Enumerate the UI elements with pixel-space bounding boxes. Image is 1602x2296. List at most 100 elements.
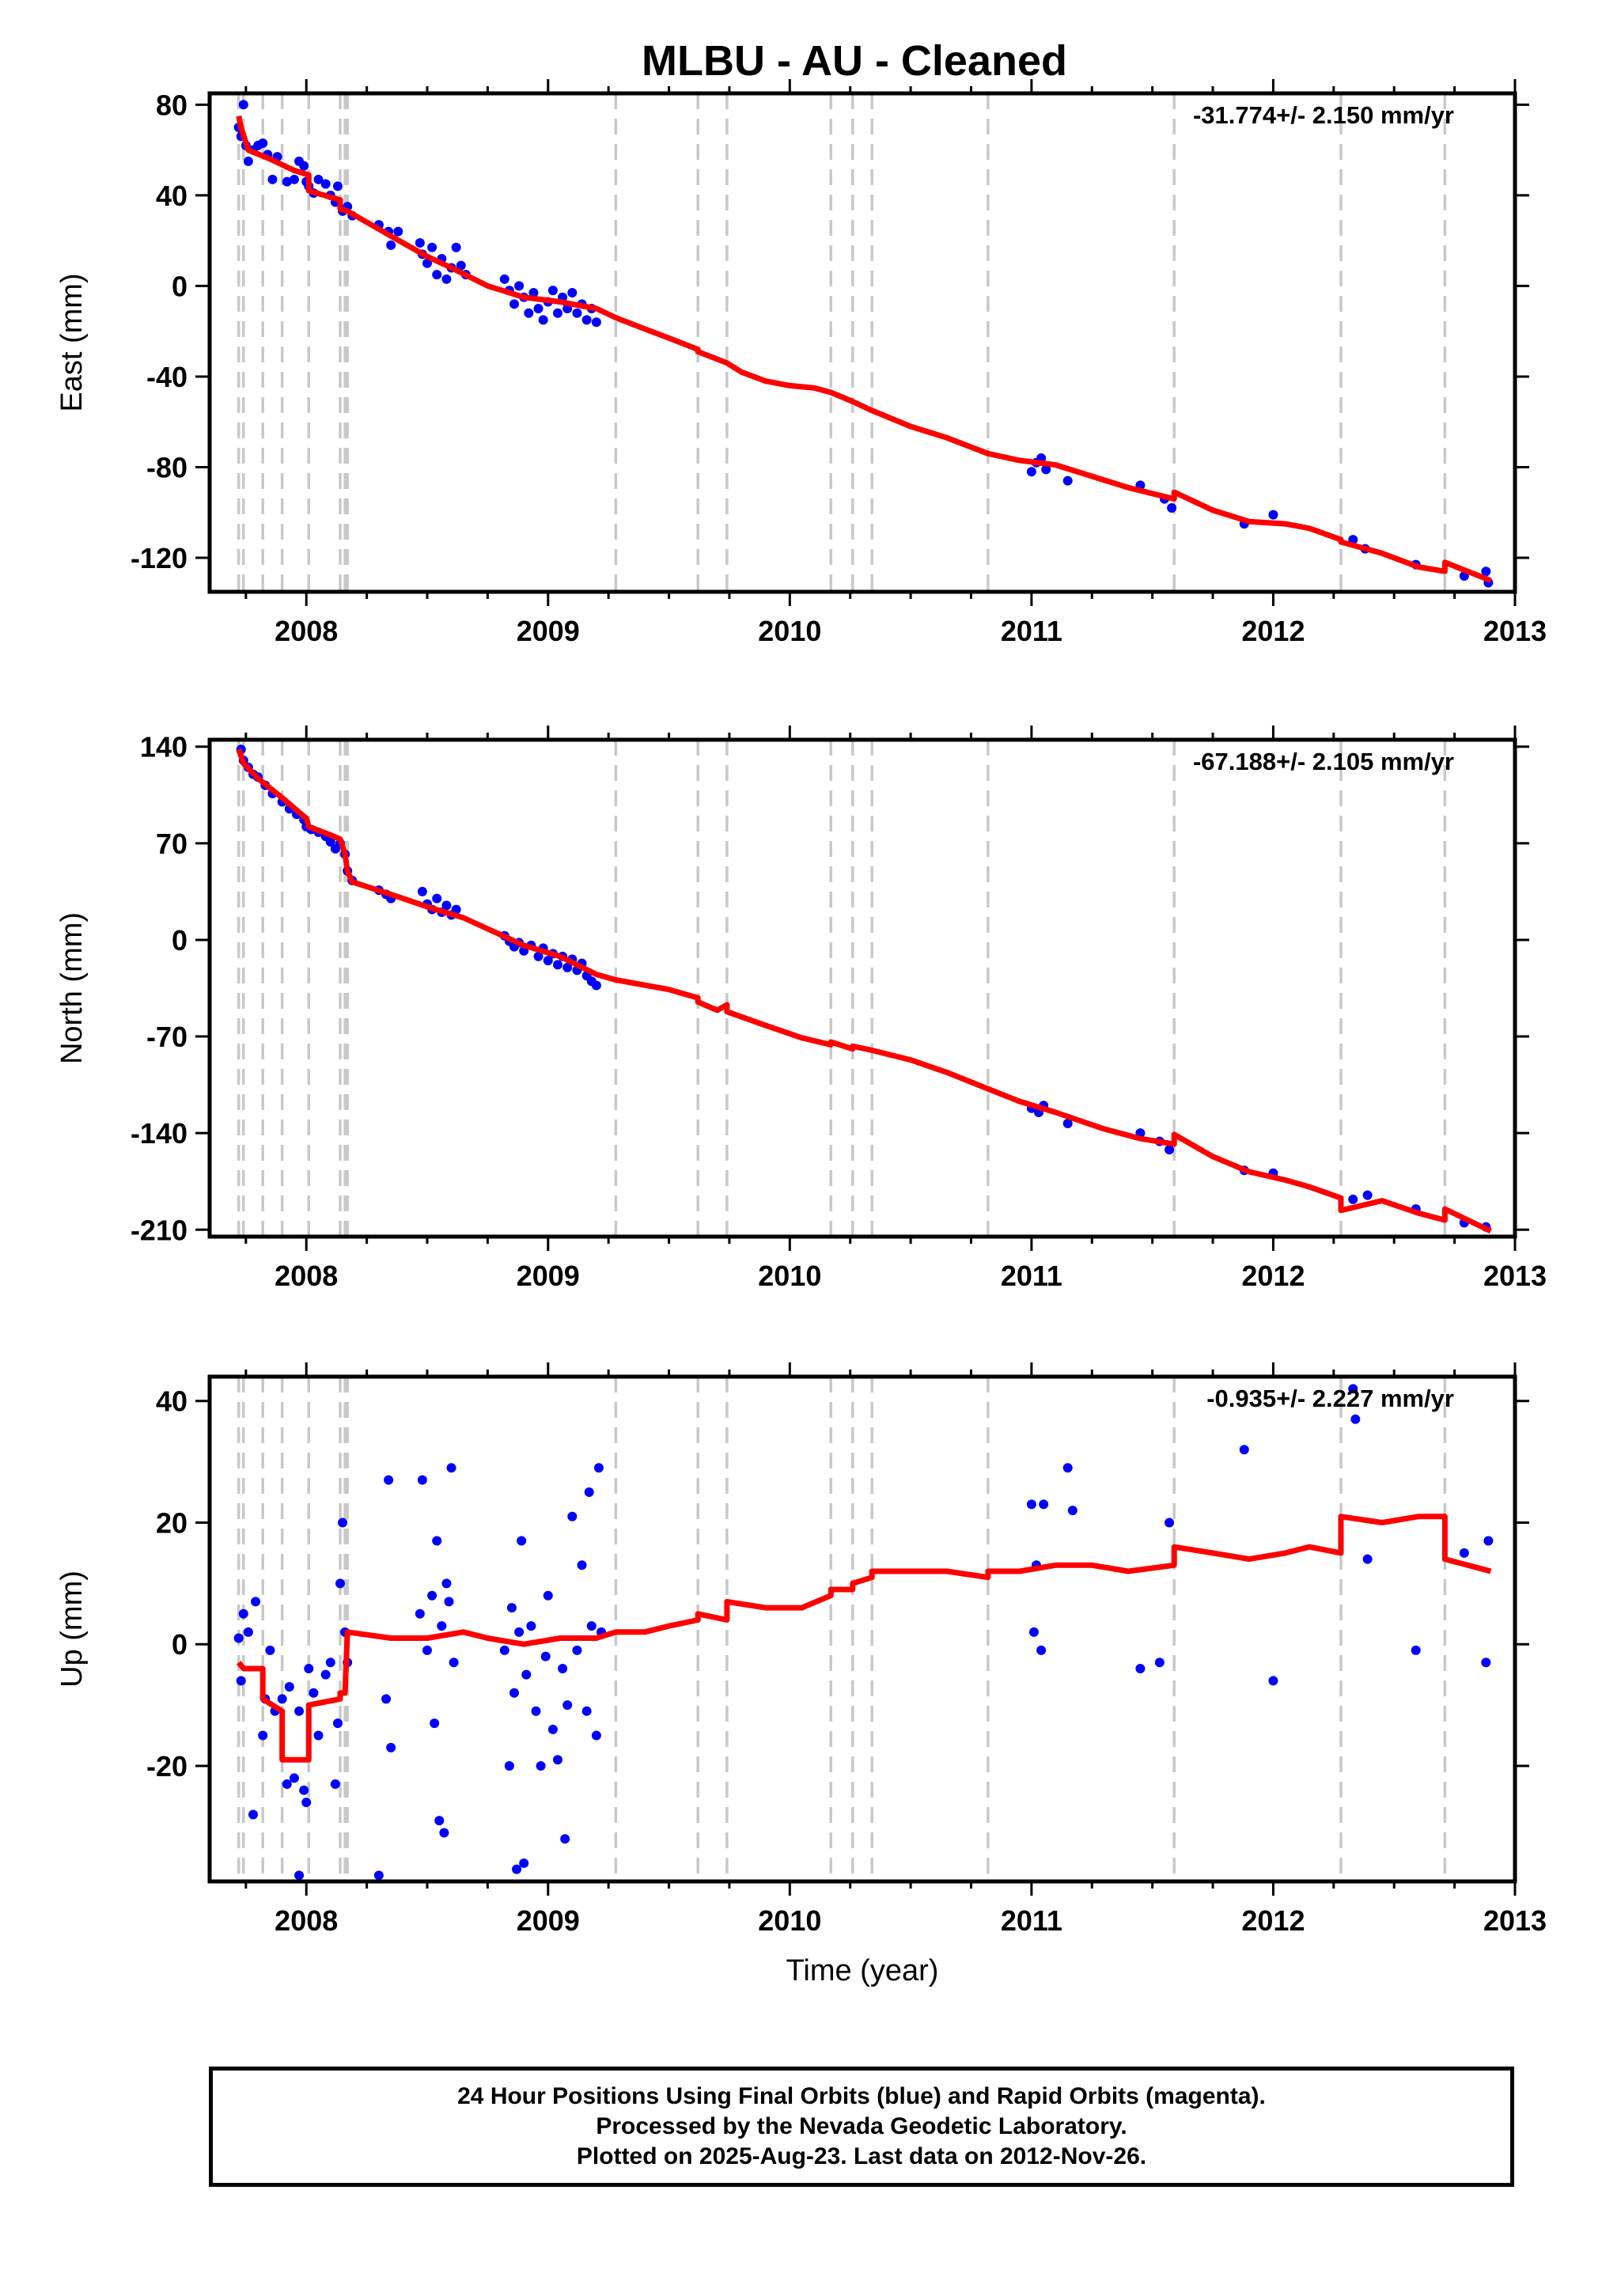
data-point [417, 1475, 427, 1485]
data-point [499, 1645, 509, 1655]
data-point [251, 1597, 261, 1607]
footer-line-3: Plotted on 2025-Aug-23. Last data on 201… [576, 2143, 1147, 2169]
data-point [381, 1694, 392, 1704]
data-point [330, 1779, 340, 1790]
data-point [1268, 510, 1278, 520]
data-point [415, 238, 425, 248]
data-point [427, 242, 437, 252]
footer-line-1: 24 Hour Positions Using Final Orbits (bl… [457, 2083, 1266, 2109]
data-point [386, 240, 396, 250]
data-point [547, 286, 558, 296]
y-tick-label-20: -20 [146, 1750, 187, 1783]
y-tick-label-20: 20 [156, 1506, 187, 1539]
data-point [233, 1633, 244, 1643]
x-tick-label-2011: 2011 [1001, 1904, 1062, 1937]
data-point [533, 304, 543, 314]
y-axis-label: North (mm) [55, 912, 89, 1064]
data-point [332, 181, 343, 191]
data-point [393, 226, 403, 237]
data-point [1154, 1658, 1165, 1668]
data-point [427, 1590, 437, 1601]
data-point [277, 1694, 287, 1704]
data-point [581, 315, 592, 325]
footer-line-2: Processed by the Nevada Geodetic Laborat… [596, 2113, 1127, 2139]
data-point [1062, 475, 1073, 486]
data-point [1362, 1190, 1373, 1200]
x-tick-label-2012: 2012 [1241, 1260, 1305, 1292]
data-point [258, 1730, 268, 1741]
data-point [313, 174, 324, 184]
data-point [432, 893, 442, 904]
data-point [533, 951, 543, 961]
data-point [1026, 1499, 1036, 1510]
data-point [1239, 1445, 1249, 1455]
data-point [444, 1597, 454, 1607]
data-point [553, 308, 562, 318]
up-panel: 40 20 0 -20 2008 2009 2010 2011 2012 2013 Up (mm) T… [55, 1362, 1547, 1987]
east-panel: 80 40 0 -40 -80 -120 2008 2009 2010 2011 2012 2013 E… [55, 79, 1547, 647]
y-tick-label-120: -120 [131, 542, 187, 574]
data-point [528, 288, 539, 297]
data-point [434, 1816, 445, 1826]
data-point [437, 1621, 447, 1631]
data-point [572, 308, 582, 318]
data-point [449, 1658, 459, 1668]
y-tick-label-0: 0 [172, 924, 187, 957]
data-point [581, 1706, 592, 1716]
data-point [422, 258, 432, 268]
data-point [451, 242, 461, 252]
data-point [517, 1536, 527, 1546]
data-point [248, 1809, 258, 1820]
data-point [422, 1645, 432, 1655]
y-tick-label-40: -40 [146, 361, 187, 393]
data-point [432, 270, 442, 280]
data-point [577, 1560, 587, 1570]
data-point [1167, 503, 1177, 513]
data-point [284, 1682, 294, 1692]
model-fit-line [236, 115, 1492, 583]
y-tick-label-80: -80 [146, 452, 187, 484]
data-point [456, 260, 466, 271]
data-point [562, 962, 573, 972]
data-point [441, 1578, 452, 1589]
x-tick-label-2010: 2010 [758, 1260, 821, 1292]
data-point [313, 1730, 324, 1741]
data-point [540, 1651, 551, 1661]
data-point [289, 1773, 299, 1783]
data-point [1268, 1676, 1278, 1686]
data-point [386, 1742, 396, 1752]
y-axis-label: East (mm) [55, 273, 89, 411]
data-point [512, 1864, 522, 1874]
data-point [430, 1718, 440, 1729]
data-point [451, 904, 461, 915]
data-point [338, 1517, 348, 1528]
data-point [265, 1645, 275, 1655]
plot-frame [207, 1374, 1517, 1884]
data-point [1165, 1517, 1175, 1528]
data-point [441, 900, 452, 911]
x-tick-label-2008: 2008 [275, 1904, 338, 1937]
velocity-label: -0.935+/- 2.227 mm/yr [1206, 1385, 1454, 1412]
data-point [504, 1760, 514, 1771]
data-points [233, 100, 1494, 588]
data-point [441, 274, 452, 284]
data-point [519, 1858, 529, 1868]
data-points [233, 1384, 1494, 1881]
data-point [567, 1511, 578, 1521]
data-point [258, 138, 268, 148]
data-point [591, 317, 601, 328]
velocity-label: -67.188+/- 2.105 mm/yr [1193, 748, 1454, 775]
data-point [593, 1463, 604, 1473]
x-tick-label-2009: 2009 [517, 1904, 580, 1937]
data-point [1481, 1658, 1491, 1668]
data-point [591, 980, 601, 991]
data-point [446, 1463, 456, 1473]
y-tick-label-80: 80 [156, 89, 187, 121]
data-point [509, 1688, 519, 1698]
data-point [509, 299, 519, 309]
data-point [1041, 464, 1051, 475]
x-tick-label-2009: 2009 [517, 615, 580, 647]
y-tick-label-140: 140 [140, 731, 187, 763]
data-point [294, 1706, 305, 1716]
data-point [335, 1578, 345, 1589]
